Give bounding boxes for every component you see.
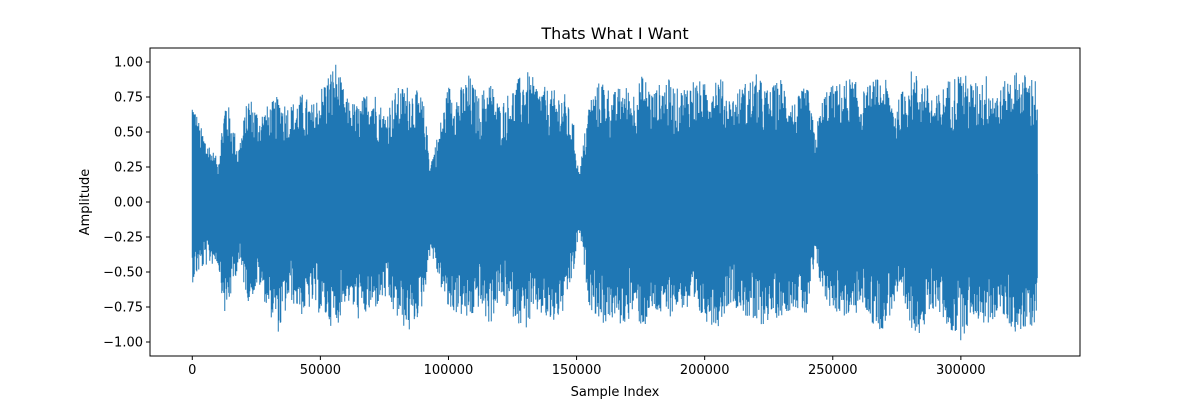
y-tick-label: 0.50 [114,126,143,141]
x-tick-label: 50000 [300,363,341,378]
y-tick-label: −0.75 [103,301,143,316]
y-tick-label: −0.25 [103,231,143,246]
y-tick-label: 0.00 [114,196,143,211]
x-axis-label: Sample Index [571,385,660,400]
x-tick-label: 200000 [680,363,730,378]
y-tick-label: 0.25 [114,161,143,176]
waveform-series [191,64,1038,341]
y-tick-label: 1.00 [114,56,143,71]
x-tick-label: 250000 [808,363,858,378]
y-axis-label: Amplitude [78,169,93,236]
x-tick-label: 0 [188,363,196,378]
x-axis: 0 50000 100000 150000 200000 250000 300000 [188,356,986,378]
waveform-core [192,174,1038,230]
x-tick-label: 150000 [552,363,602,378]
chart-title: Thats What I Want [540,24,688,43]
y-tick-label: 0.75 [114,91,143,106]
y-axis: −1.00 −0.75 −0.50 −0.25 0.00 0.25 0.50 0.75 1.00 [103,56,150,351]
plot-area [149,47,1081,357]
y-tick-label: −0.50 [103,266,143,281]
x-tick-label: 300000 [936,363,986,378]
y-tick-label: −1.00 [103,336,143,351]
x-tick-label: 100000 [424,363,474,378]
